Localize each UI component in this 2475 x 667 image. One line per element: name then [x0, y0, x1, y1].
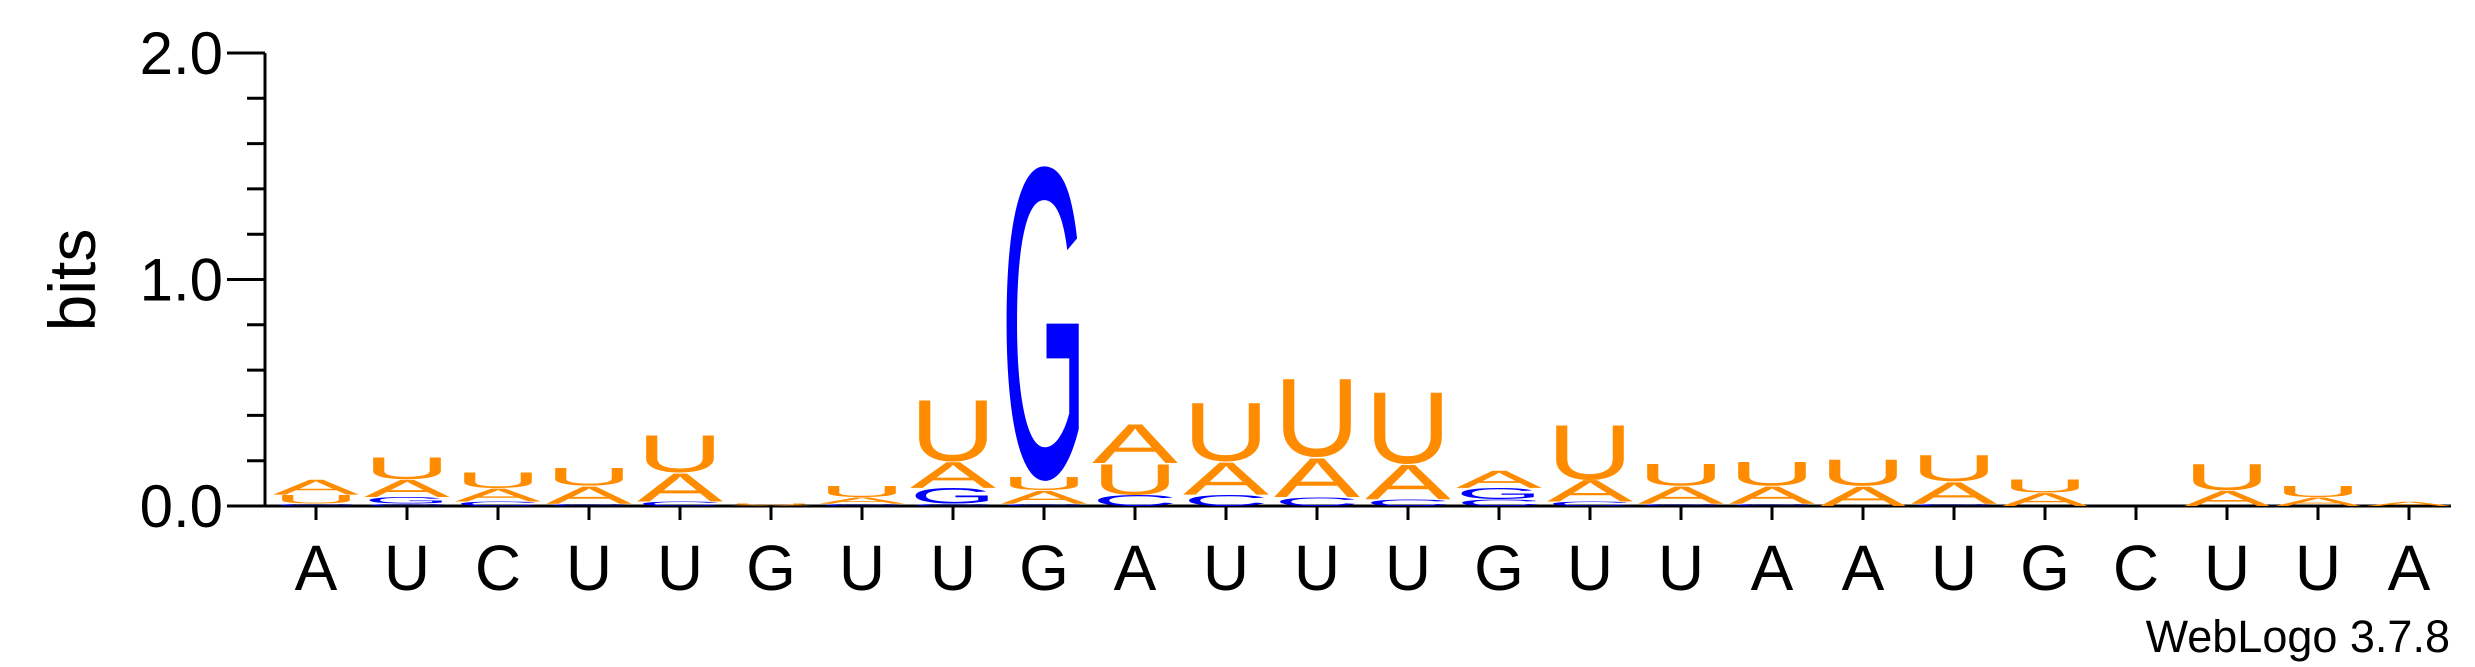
x-tick-label: A	[1751, 532, 1794, 604]
footer: WebLogo 3.7.8	[2146, 611, 2450, 662]
glyph: A	[1001, 487, 1087, 508]
glyph: U	[455, 468, 541, 492]
glyph: A	[546, 482, 633, 510]
glyph: C	[1911, 503, 1997, 506]
glyph: C	[1547, 500, 1633, 507]
glyph: A	[1365, 455, 1452, 510]
glyph: G	[364, 495, 450, 505]
glyph: A	[2002, 489, 2088, 510]
glyph: G	[1456, 485, 1542, 502]
glyph: A	[455, 485, 541, 506]
x-tick-label: U	[1294, 532, 1340, 604]
y-tick-label: 1.0	[140, 247, 223, 314]
glyph: C	[910, 503, 996, 506]
x-tick-label: U	[930, 532, 976, 604]
glyph: C	[1638, 503, 1724, 506]
glyph: A	[364, 475, 451, 503]
glyph: A	[1638, 482, 1725, 510]
glyph: A	[2275, 495, 2362, 509]
glyph: A	[1456, 466, 1543, 494]
glyph: U	[2184, 457, 2270, 499]
glyph: A	[637, 465, 723, 510]
glyph: A	[1729, 482, 1816, 510]
glyph: C	[1092, 492, 1178, 509]
glyph: A	[819, 495, 906, 505]
glyph: U	[2002, 476, 2088, 497]
glyph: U	[1274, 356, 1360, 480]
glyph: A	[1092, 413, 1178, 475]
x-tick-label: U	[1567, 532, 1613, 604]
glyph: A	[2184, 486, 2271, 510]
glyph: A	[910, 454, 997, 496]
x-tick-label: U	[1931, 532, 1977, 604]
x-tick-label: A	[1842, 532, 1885, 604]
x-tick-label: U	[1658, 532, 1704, 604]
glyph: G	[1001, 75, 1087, 572]
glyph: U	[819, 483, 905, 500]
x-tick-label: C	[475, 532, 521, 604]
glyph: C	[819, 503, 905, 506]
glyph: A	[1183, 452, 1269, 505]
glyph: C	[455, 500, 541, 507]
x-tick-label: A	[295, 532, 338, 604]
glyph: U	[637, 424, 723, 483]
glyph: U	[1183, 384, 1269, 479]
glyph: U	[1911, 447, 1997, 489]
x-tick-label: U	[566, 532, 612, 604]
glyph: A	[2366, 500, 2453, 507]
glyph: U	[546, 463, 632, 491]
glyph: C	[1456, 498, 1542, 508]
x-tick-label: G	[2020, 532, 2070, 604]
x-tick-label: A	[2388, 532, 2431, 604]
glyph: A	[273, 475, 360, 499]
x-tick-label: U	[657, 532, 703, 604]
y-tick-label: 0.0	[140, 473, 223, 540]
x-tick-label: U	[839, 532, 885, 604]
glyph: G	[910, 484, 996, 508]
x-tick-label: U	[384, 532, 430, 604]
glyph: C	[1365, 498, 1451, 508]
glyph: C	[273, 503, 359, 506]
glyph: C	[1001, 503, 1087, 506]
glyph: U	[1820, 452, 1906, 494]
glyph: C	[1183, 492, 1269, 509]
glyph: U	[728, 503, 814, 505]
glyph: U	[910, 382, 996, 479]
glyph: A	[728, 505, 816, 507]
x-tick-label: U	[2204, 532, 2250, 604]
glyph: U	[1092, 456, 1178, 505]
glyph: C	[364, 503, 450, 506]
glyph: U	[2275, 483, 2361, 500]
glyph: A	[1820, 481, 1906, 512]
glyph: U	[364, 451, 450, 486]
y-tick-label: 2.0	[140, 20, 223, 87]
glyph: C	[1729, 503, 1815, 506]
y-axis-label: bits	[35, 229, 109, 332]
glyph: U	[1001, 474, 1087, 495]
x-tick-label: G	[1019, 532, 1069, 604]
x-tick-label: G	[1474, 532, 1524, 604]
x-tick-label: U	[1203, 532, 1249, 604]
glyph: A	[1547, 473, 1634, 508]
x-tick-label: U	[2295, 532, 2341, 604]
glyph: U	[1638, 458, 1724, 493]
glyph: U	[273, 493, 359, 507]
x-tick-label: A	[1114, 532, 1157, 604]
glyph: U	[1547, 409, 1633, 496]
x-tick-label: C	[2113, 532, 2159, 604]
glyph: C	[546, 503, 632, 506]
glyph: A	[1274, 447, 1360, 509]
x-tick-label: U	[1385, 532, 1431, 604]
glyph: C	[637, 500, 723, 507]
glyph: U	[1729, 455, 1815, 493]
x-tick-label: G	[746, 532, 796, 604]
glyph: A	[1911, 476, 1998, 511]
glyph: C	[1274, 495, 1360, 509]
glyph: U	[1365, 371, 1451, 485]
